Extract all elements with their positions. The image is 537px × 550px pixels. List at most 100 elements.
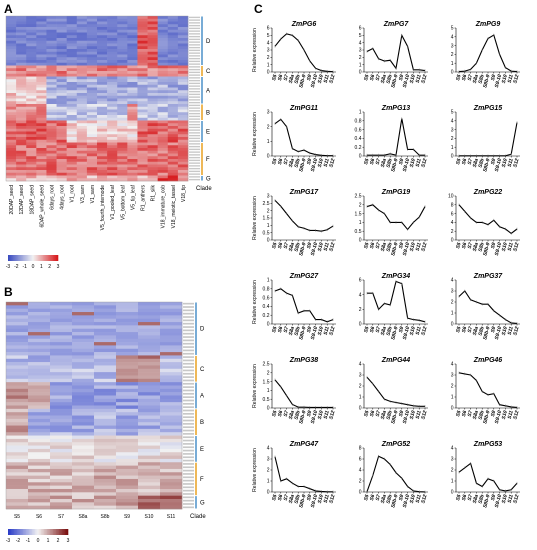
row-id-mark	[189, 134, 200, 137]
heat-cell	[56, 161, 67, 165]
clade-axis-label: Clade	[196, 186, 212, 192]
y-tick-label: 4	[451, 362, 454, 368]
heat-cell	[138, 328, 161, 333]
heat-cell	[26, 98, 37, 102]
heat-cell	[50, 348, 73, 353]
y-tick-label: 3	[267, 48, 270, 54]
heat-cell	[94, 378, 117, 383]
row-id-mark	[189, 46, 200, 49]
heat-cell	[56, 159, 67, 163]
heat-cell	[117, 62, 128, 66]
heat-cell	[28, 405, 51, 410]
x-tick-label: S12	[328, 494, 336, 504]
y-tick-label: 6	[359, 278, 362, 284]
heat-cell	[36, 104, 47, 108]
heat-cell	[76, 65, 88, 69]
heat-cell	[137, 57, 148, 61]
row-id-mark	[183, 339, 194, 342]
panel-title: ZmPG44	[381, 357, 411, 364]
heat-cell	[86, 90, 98, 94]
heat-cell	[28, 352, 51, 356]
heat-cell	[167, 54, 179, 58]
heat-cell	[97, 134, 108, 138]
heat-cell	[157, 115, 169, 119]
legend-swatch	[55, 255, 58, 261]
heat-cell	[138, 338, 161, 343]
heat-cell	[16, 38, 27, 42]
series-line	[274, 379, 333, 409]
x-tick-label: S9	[306, 494, 313, 502]
heat-cell	[97, 172, 108, 176]
heat-cell	[86, 172, 98, 176]
heat-cell	[56, 40, 67, 44]
panel-title: ZmPG34	[381, 273, 411, 280]
x-tick-label: S12	[420, 494, 428, 504]
heat-cell	[160, 312, 183, 316]
y-tick-label: 4	[451, 220, 454, 226]
heat-cell	[36, 106, 47, 110]
row-id-mark	[183, 433, 194, 435]
heat-cell	[177, 38, 189, 42]
heat-cell	[160, 395, 183, 400]
heat-cell	[6, 150, 17, 154]
heat-cell	[46, 148, 57, 152]
heat-cell	[107, 98, 118, 102]
heat-cell	[97, 131, 108, 135]
heat-cell	[97, 71, 108, 75]
heat-cell	[127, 82, 138, 86]
heat-cell	[50, 378, 73, 383]
heat-cell	[66, 115, 78, 119]
heat-cell	[6, 455, 29, 460]
heat-cell	[167, 43, 179, 47]
heat-cell	[117, 131, 128, 135]
heat-cell	[138, 348, 161, 353]
y-tick-label: 1	[451, 145, 454, 151]
heat-cell	[94, 332, 117, 336]
row-id-mark	[189, 104, 200, 107]
heat-cell	[6, 318, 29, 323]
heat-cell	[167, 38, 179, 42]
legend-tick: 0	[32, 264, 35, 270]
heat-cell	[50, 385, 73, 390]
heat-cell	[97, 112, 108, 116]
heat-cell	[76, 159, 88, 163]
heat-cell	[138, 432, 161, 436]
heat-cell	[116, 425, 139, 430]
heat-cell	[107, 82, 118, 86]
heat-cell	[127, 131, 138, 135]
heat-cell	[86, 117, 98, 121]
heat-cell	[138, 448, 161, 453]
heat-cell	[36, 128, 47, 132]
heat-cell	[94, 492, 117, 496]
column-label: S11	[167, 514, 176, 520]
heat-cell	[50, 308, 73, 313]
x-tick-label: S6	[461, 158, 468, 166]
heat-cell	[28, 302, 51, 306]
heat-cell	[66, 90, 78, 94]
heat-cell	[56, 57, 67, 61]
heat-cell	[167, 142, 179, 146]
heat-cell	[26, 46, 37, 50]
heat-cell	[177, 95, 189, 99]
heat-cell	[6, 73, 17, 77]
x-tick-label: S8a	[472, 326, 480, 336]
heat-cell	[157, 32, 169, 36]
heat-cell	[138, 305, 161, 309]
heat-cell	[50, 472, 73, 476]
heat-cell	[97, 164, 108, 168]
heat-cell	[116, 402, 139, 406]
heat-cell	[6, 106, 17, 110]
row-id-mark	[189, 30, 200, 32]
heat-cell	[56, 175, 67, 179]
row-id-mark	[189, 71, 200, 74]
heat-cell	[26, 115, 37, 119]
heat-cell	[50, 382, 73, 386]
heat-cell	[160, 442, 183, 446]
legend-tick: -2	[14, 264, 19, 270]
heat-cell	[94, 485, 117, 490]
heat-cell	[137, 40, 148, 44]
heat-cell	[177, 32, 189, 36]
heat-cell	[76, 29, 88, 33]
heat-cell	[76, 54, 88, 58]
